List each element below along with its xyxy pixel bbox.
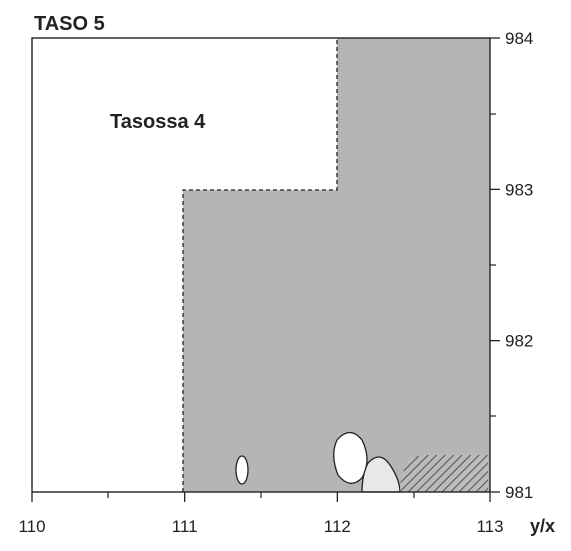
area-label: Tasossa 4	[110, 111, 206, 133]
hatched-feature	[400, 455, 488, 492]
y-tick-label: 981	[505, 483, 533, 502]
excavated-area	[183, 38, 490, 492]
x-axis-label: y/x	[530, 516, 555, 536]
x-tick-label: 112	[324, 517, 351, 536]
y-tick-label: 983	[505, 180, 533, 199]
y-tick-label: 984	[505, 29, 533, 48]
title: TASO 5	[34, 13, 105, 35]
dashed-boundary	[182, 38, 338, 492]
feature	[235, 455, 249, 485]
y-tick-label: 982	[505, 332, 533, 351]
minor-ticks	[107, 113, 496, 498]
x-tick-label: 111	[172, 517, 198, 536]
feature	[361, 456, 401, 493]
x-tick-label: 110	[18, 517, 45, 536]
x-tick-label: 113	[476, 517, 503, 536]
feature	[333, 431, 368, 484]
